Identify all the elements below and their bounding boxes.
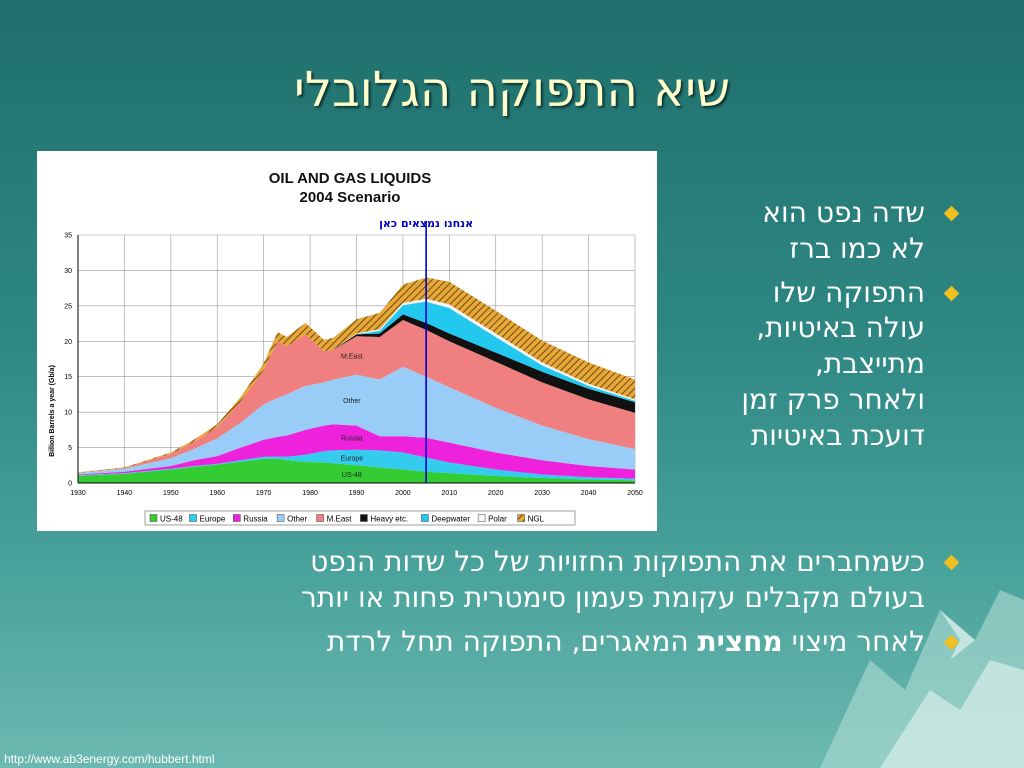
diamond-bullet-icon bbox=[943, 205, 960, 222]
y-tick-label: 5 bbox=[68, 445, 72, 452]
bullet-4-text-part-1: לאחר מיצוי bbox=[782, 624, 925, 658]
chart-annotation: אנחנו נמצאים כאן bbox=[379, 217, 473, 230]
legend-swatch bbox=[149, 514, 158, 522]
area-us-48 bbox=[78, 458, 635, 483]
y-tick-label: 20 bbox=[64, 339, 72, 346]
legend-swatch bbox=[477, 514, 486, 522]
bullet-list-long: כשמחברים את התפוקות החזויות של כל שדות ה… bbox=[110, 544, 965, 659]
chart-legend: US-48 Europe Russia Other M.East Heavy etc. De… bbox=[144, 510, 576, 526]
bullet-1-line-1: שדה נפט הוא bbox=[762, 196, 925, 229]
bullet-2-line-2: עולה באיטיות, bbox=[756, 311, 925, 345]
legend-swatch bbox=[360, 514, 368, 522]
diamond-bullet-icon bbox=[943, 554, 960, 571]
chart-axes: 0 5 10 15 20 25 30 35 1930 1940 1950 1960 1970 1980 19… bbox=[64, 233, 643, 498]
bullet-item-4: לאחר מיצוי מחצית המאגרים, התפוקה תחל לרד… bbox=[110, 624, 965, 660]
source-url: http://www.ab3energy.com/hubbert.html bbox=[4, 752, 215, 766]
y-tick-label: 15 bbox=[64, 374, 72, 381]
x-tick-label: 1980 bbox=[302, 490, 318, 497]
y-tick-label: 30 bbox=[64, 268, 72, 275]
slide-title: שיא התפוקה הגלובלי bbox=[294, 62, 730, 118]
bullet-list-short: שדה נפט הוא לא כמו ברז התפוקה שלו עולה ב… bbox=[690, 195, 965, 454]
y-tick-label: 10 bbox=[64, 410, 72, 417]
series-label-europe: Europe bbox=[341, 455, 364, 462]
series-label-other: Other bbox=[343, 398, 361, 405]
chart-inline-labels: M.East Other Russia Europe US-48 bbox=[341, 353, 364, 479]
area-russia bbox=[78, 424, 635, 479]
area-other bbox=[78, 366, 635, 475]
bullet-1-line-2: לא כמו ברז bbox=[789, 231, 925, 265]
x-tick-label: 1970 bbox=[256, 490, 272, 497]
bullet-2-line-1: התפוקה שלו bbox=[772, 275, 925, 309]
x-tick-label: 2010 bbox=[442, 490, 458, 497]
legend-label: Europe bbox=[200, 515, 226, 524]
legend-swatch bbox=[189, 514, 197, 522]
bullet-3-line-2: בעולם מקבלים עקומת פעמון סימטרית פחות או… bbox=[300, 580, 925, 614]
x-tick-label: 1940 bbox=[117, 490, 133, 497]
legend-swatch bbox=[421, 514, 429, 522]
area-ngl bbox=[78, 277, 635, 474]
chart-areas bbox=[78, 277, 635, 483]
legend-label: US-48 bbox=[160, 515, 183, 524]
legend-swatch bbox=[316, 514, 324, 522]
bullet-item-1: שדה נפט הוא לא כמו ברז bbox=[690, 195, 965, 267]
bullet-item-3: כשמחברים את התפוקות החזויות של כל שדות ה… bbox=[110, 544, 965, 616]
legend-label: Heavy etc. bbox=[370, 515, 408, 524]
legend-label: NGL bbox=[528, 515, 545, 524]
bullet-2-line-5: דועכת באיטיות bbox=[750, 418, 925, 452]
area-europe bbox=[78, 449, 635, 481]
diamond-bullet-icon bbox=[943, 285, 960, 301]
area-polar bbox=[78, 298, 635, 474]
series-label-russia: Russia bbox=[341, 436, 363, 443]
x-tick-label: 1950 bbox=[163, 490, 179, 497]
bullet-item-2: התפוקה שלו עולה באיטיות, מתייצבת, ולאחר … bbox=[690, 275, 965, 454]
legend-box bbox=[144, 510, 576, 526]
legend-label: Russia bbox=[243, 515, 268, 524]
y-tick-label: 25 bbox=[64, 303, 72, 310]
bullet-3-line-1: כשמחברים את התפוקות החזויות של כל שדות ה… bbox=[310, 545, 925, 578]
area-m-east bbox=[78, 320, 635, 474]
chart-title-line1: OIL AND GAS LIQUIDS bbox=[269, 170, 432, 187]
chart-title-line2: 2004 Scenario bbox=[300, 189, 401, 206]
legend-swatch bbox=[233, 514, 241, 522]
x-tick-label: 2050 bbox=[627, 490, 643, 497]
legend-label: Polar bbox=[488, 515, 507, 524]
bullet-2-line-4: ולאחר פרק זמן bbox=[741, 383, 925, 417]
x-tick-label: 1960 bbox=[209, 490, 225, 497]
bullet-2-line-3: מתייצבת, bbox=[814, 347, 925, 381]
x-tick-label: 2020 bbox=[488, 490, 504, 497]
x-tick-label: 1930 bbox=[70, 490, 86, 497]
oil-gas-liquids-chart: OIL AND GAS LIQUIDS 2004 Scenario Billio… bbox=[49, 170, 643, 526]
legend-label: M.East bbox=[327, 515, 353, 524]
legend-swatch bbox=[517, 514, 525, 522]
x-tick-label: 1990 bbox=[349, 490, 365, 497]
x-tick-label: 2030 bbox=[534, 490, 550, 497]
x-tick-label: 2040 bbox=[581, 490, 597, 497]
series-label-us-48: US-48 bbox=[342, 472, 362, 479]
legend-label: Deepwater bbox=[431, 515, 470, 524]
legend-swatch bbox=[276, 514, 285, 522]
diamond-bullet-icon bbox=[943, 634, 960, 650]
area-heavy-etc- bbox=[78, 314, 635, 474]
series-label-m-east: M.East bbox=[341, 353, 363, 360]
chart-panel: OIL AND GAS LIQUIDS 2004 Scenario Billio… bbox=[37, 151, 657, 531]
bullet-4-emphasis: מחצית bbox=[697, 624, 783, 658]
chart-y-axis-label: Billion Barrels a year (Gb/a) bbox=[49, 365, 56, 457]
legend-label: Other bbox=[287, 515, 307, 524]
area-deepwater bbox=[78, 301, 635, 474]
y-tick-label: 0 bbox=[68, 481, 72, 488]
y-tick-label: 35 bbox=[64, 233, 72, 240]
x-tick-label: 2000 bbox=[395, 490, 411, 497]
bullet-4-text-part-2: המאגרים, התפוקה תחל לרדת bbox=[326, 624, 698, 658]
